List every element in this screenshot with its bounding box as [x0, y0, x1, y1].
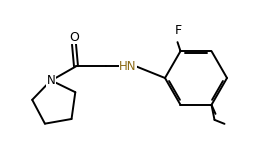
- Text: F: F: [174, 24, 181, 37]
- Text: HN: HN: [119, 60, 136, 73]
- Text: O: O: [69, 31, 79, 44]
- Text: N: N: [46, 74, 55, 87]
